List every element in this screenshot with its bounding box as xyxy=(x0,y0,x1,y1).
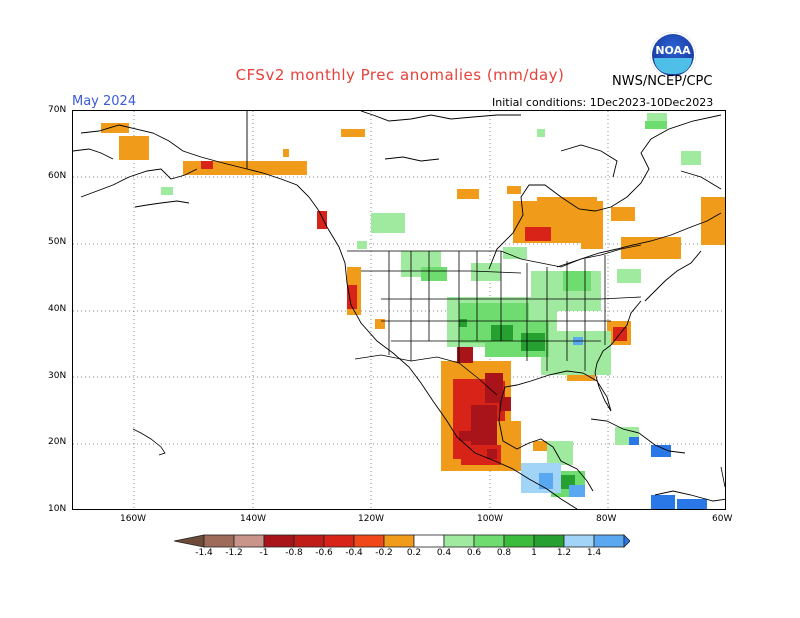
legend-label: -0.4 xyxy=(345,548,363,558)
graticule xyxy=(73,111,725,509)
coastlines xyxy=(73,111,725,509)
legend-label: 0.4 xyxy=(436,548,452,558)
lon-label-80w: 80W xyxy=(596,514,617,524)
legend-label: -1 xyxy=(259,548,269,558)
agency-label: NWS/NCEP/CPC xyxy=(612,74,713,89)
legend-label: -1.4 xyxy=(195,548,213,558)
lat-label-60n: 60N xyxy=(48,171,67,181)
initial-conditions: Initial conditions: 1Dec2023-10Dec2023 xyxy=(492,96,714,109)
map-title: CFSv2 monthly Prec anomalies (mm/day) xyxy=(235,66,565,84)
legend-label: 1.2 xyxy=(556,548,572,558)
lat-label-20n: 20N xyxy=(48,437,67,447)
dry-anomalies xyxy=(101,123,725,471)
political-borders xyxy=(347,244,642,396)
legend-arrow-left xyxy=(174,534,205,548)
lat-label-50n: 50N xyxy=(48,237,67,247)
lon-label-60w: 60W xyxy=(712,514,733,524)
legend-label: 0.8 xyxy=(496,548,512,558)
legend-label: 0.2 xyxy=(406,548,422,558)
legend-label: -0.6 xyxy=(315,548,333,558)
map-canvas xyxy=(73,111,725,509)
target-month: May 2024 xyxy=(72,94,137,109)
noaa-logo: NOAA xyxy=(650,32,696,78)
legend-label: -0.2 xyxy=(375,548,393,558)
legend-label: 1 xyxy=(531,548,537,558)
lat-label-10n: 10N xyxy=(48,504,67,514)
legend-label: -1.2 xyxy=(225,548,243,558)
lon-label-120w: 120W xyxy=(358,514,385,524)
lat-label-70n: 70N xyxy=(48,105,67,115)
legend-arrow-right xyxy=(623,534,630,548)
islands xyxy=(132,428,725,488)
legend-label: -0.8 xyxy=(285,548,303,558)
lon-label-160w: 160W xyxy=(120,514,147,524)
lon-label-140w: 140W xyxy=(240,514,267,524)
lat-label-30n: 30N xyxy=(48,371,67,381)
legend-label: 0.6 xyxy=(466,548,482,558)
legend-bar xyxy=(174,534,630,548)
logo-text: NOAA xyxy=(655,44,691,57)
lon-label-100w: 100W xyxy=(477,514,504,524)
lat-label-40n: 40N xyxy=(48,304,67,314)
legend-label: 1.4 xyxy=(586,548,602,558)
map-panel xyxy=(72,110,726,510)
